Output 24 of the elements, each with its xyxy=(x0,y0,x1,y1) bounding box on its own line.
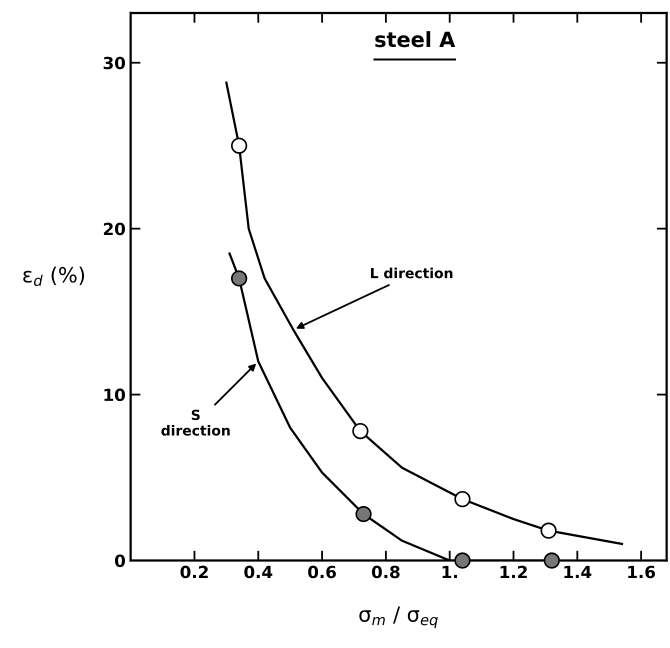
x-tick-label: 1.4 xyxy=(564,566,592,578)
y-tick-label: 10 xyxy=(104,388,125,402)
x-tick-label: 0.2 xyxy=(180,566,208,578)
annotation: L direction xyxy=(371,268,452,278)
x-axis-title: σ$_{m}$ / σ$_{eq}$ xyxy=(359,606,438,628)
text: steel A xyxy=(375,31,456,48)
x-tick-label: 0.8 xyxy=(372,566,400,578)
y-tick-label: 20 xyxy=(104,222,125,236)
point xyxy=(454,491,471,508)
y-tick-label: 0 xyxy=(114,554,125,568)
x-tick-label: 1. xyxy=(442,566,457,578)
x-tick-label: 0.6 xyxy=(308,566,336,578)
point xyxy=(544,552,560,569)
point xyxy=(231,138,248,154)
point xyxy=(231,270,248,287)
point xyxy=(355,506,372,522)
point xyxy=(540,522,557,539)
y-axis-title: ε$_{d}$ (%) xyxy=(23,266,84,286)
x-tick-label: 1.2 xyxy=(500,566,527,578)
x-tick-label: 0.4 xyxy=(244,566,272,578)
x-tick-label: 1.6 xyxy=(628,566,655,578)
annotation: S direction xyxy=(161,410,230,436)
point xyxy=(352,422,368,440)
y-tick-label: 30 xyxy=(104,56,125,70)
